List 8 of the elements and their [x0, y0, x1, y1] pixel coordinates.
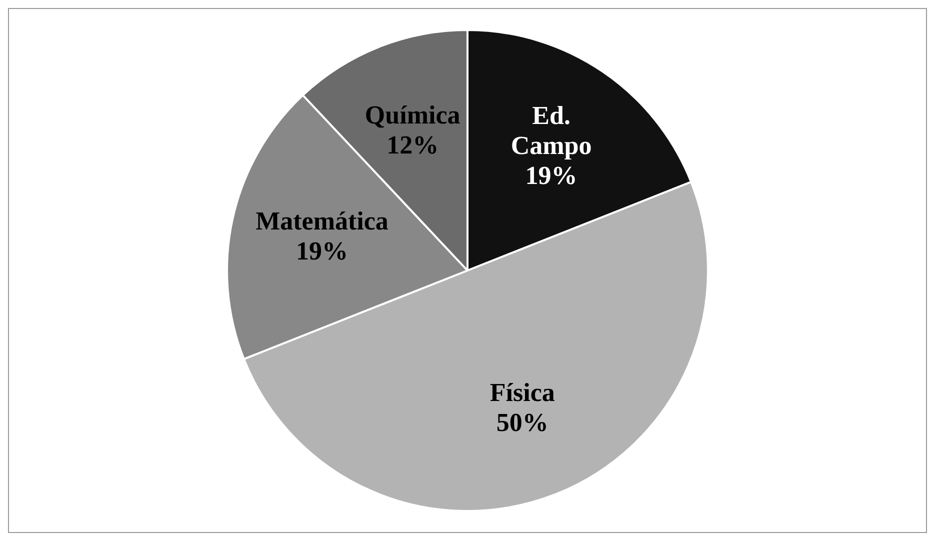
- data-label: 50%: [496, 408, 548, 437]
- data-label: 19%: [525, 160, 578, 190]
- slice-label: Química: [364, 100, 460, 130]
- data-label: 12%: [386, 130, 439, 160]
- slice-label: Física: [490, 378, 555, 407]
- slice-label: Ed. Campo: [510, 100, 592, 160]
- data-label: 19%: [296, 236, 348, 266]
- slice-label: Matemática: [256, 206, 388, 236]
